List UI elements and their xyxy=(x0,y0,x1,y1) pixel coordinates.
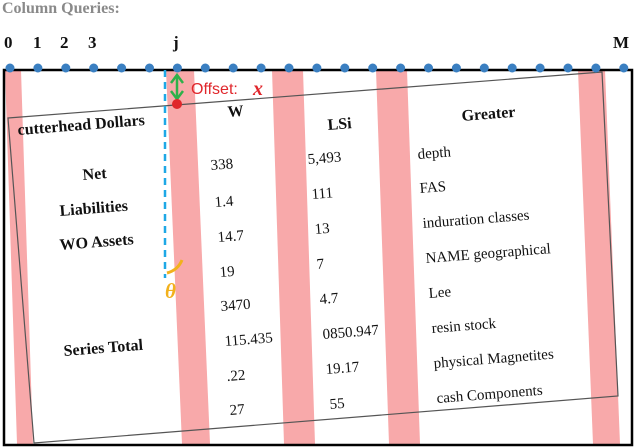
query-dot xyxy=(284,63,294,73)
column-label-0: 0 xyxy=(4,33,13,52)
query-dots xyxy=(5,63,629,73)
table-cell: FAS xyxy=(419,179,447,197)
query-dot xyxy=(89,63,99,73)
column-label-2: 2 xyxy=(60,33,69,52)
column-label-j: j xyxy=(173,33,179,52)
query-dot xyxy=(563,63,573,73)
column-label-1: 1 xyxy=(33,33,42,52)
table-header: cutterhead Dollars W LSi Greater xyxy=(17,103,516,139)
column-stripe xyxy=(376,70,420,444)
query-dot xyxy=(396,63,406,73)
table-cell: physical Magnetites xyxy=(433,347,554,372)
header-cell: LSi xyxy=(327,115,353,134)
query-dot xyxy=(451,63,461,73)
column-stripe xyxy=(166,70,210,444)
table-cell: .22 xyxy=(226,368,246,385)
query-dot xyxy=(535,63,545,73)
table-cell: depth xyxy=(417,144,452,163)
rotated-table-border xyxy=(7,71,619,444)
angle-arc xyxy=(166,259,184,275)
offset-symbol: x xyxy=(252,78,263,100)
column-stripe xyxy=(272,70,315,444)
offset-point xyxy=(172,99,182,109)
row-labels: Net Liabilities WO Assets Series Total xyxy=(59,165,144,360)
query-dot xyxy=(5,63,15,73)
table-cell: 338 xyxy=(210,156,234,174)
query-dot xyxy=(228,63,238,73)
column-w-values: 338 1.4 14.7 19 3470 115.435 .22 27 xyxy=(210,156,273,419)
row-label: Liabilities xyxy=(59,198,129,220)
query-dot xyxy=(340,63,350,73)
table-cell: 3470 xyxy=(220,297,251,315)
column-label-3: 3 xyxy=(88,33,97,52)
table-cell: 13 xyxy=(314,221,330,238)
query-dot xyxy=(312,63,322,73)
table-cell: induration classes xyxy=(422,208,530,232)
column-stripe xyxy=(578,70,620,444)
table-cell: 4.7 xyxy=(319,291,339,308)
query-dot xyxy=(61,63,71,73)
query-dot xyxy=(200,63,210,73)
table-cell: 0850.947 xyxy=(322,323,380,343)
query-dot xyxy=(172,63,182,73)
query-dot xyxy=(479,63,489,73)
column-label-m: M xyxy=(613,33,630,52)
table-cell: resin stock xyxy=(431,316,497,337)
column-greater-values: depth FAS induration classes NAME geogra… xyxy=(417,144,554,407)
query-dot xyxy=(33,63,43,73)
table-cell: 55 xyxy=(329,396,345,413)
table-cell: 7 xyxy=(316,256,325,273)
query-dot xyxy=(424,63,433,73)
column-lsi-values: 5,493 111 13 7 4.7 0850.947 19.17 55 xyxy=(307,149,380,413)
row-label: Series Total xyxy=(63,337,144,360)
header-cell: W xyxy=(227,103,244,121)
offset-label: Offset: xyxy=(191,81,238,98)
query-dot xyxy=(368,63,378,73)
table-cell: 1.4 xyxy=(214,194,234,211)
query-dot xyxy=(507,63,517,73)
query-dot xyxy=(619,63,629,73)
query-dot xyxy=(117,63,127,73)
table-cell: 19.17 xyxy=(325,359,360,378)
query-dot xyxy=(591,63,601,73)
row-label: WO Assets xyxy=(59,231,134,254)
query-dot xyxy=(145,63,154,73)
query-dot xyxy=(256,63,266,73)
table-cell: 5,493 xyxy=(307,149,342,168)
table-cell: 19 xyxy=(219,264,235,281)
header-cell: Greater xyxy=(461,104,516,125)
table-cell: 14.7 xyxy=(217,228,245,246)
table-cell: NAME geographical xyxy=(425,241,551,267)
angle-symbol: θ xyxy=(165,279,176,303)
table-cell: 115.435 xyxy=(224,330,273,350)
table-cell: Lee xyxy=(428,284,452,302)
table-cell: 111 xyxy=(311,185,334,203)
table-cell: 27 xyxy=(229,402,246,419)
row-label: Net xyxy=(82,165,108,184)
figure-heading: Column Queries: xyxy=(2,0,120,17)
